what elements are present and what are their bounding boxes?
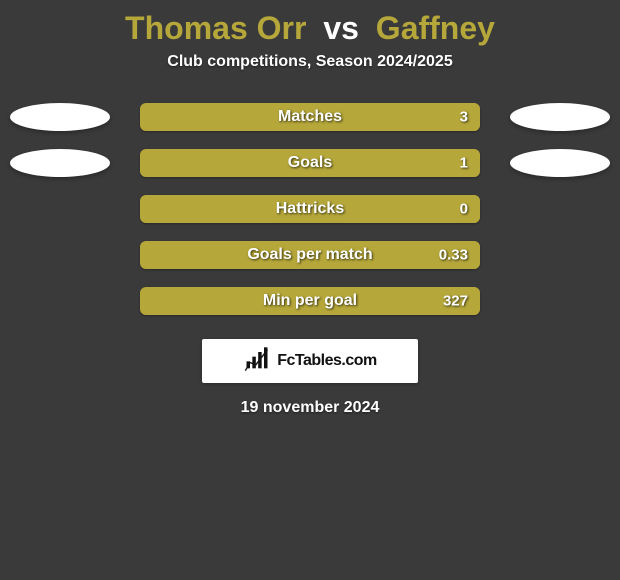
player1-ellipse bbox=[10, 149, 110, 177]
stat-row: Goals per match0.33 bbox=[0, 241, 620, 269]
stat-value-right: 1 bbox=[460, 155, 468, 172]
stat-bar: Goals1 bbox=[140, 149, 480, 177]
stat-bar: Min per goal327 bbox=[140, 287, 480, 315]
date-label: 19 november 2024 bbox=[0, 399, 620, 417]
stat-row: Min per goal327 bbox=[0, 287, 620, 315]
bar-left-fill bbox=[140, 241, 480, 269]
stat-value-right: 0 bbox=[460, 201, 468, 218]
vs-label: vs bbox=[323, 10, 359, 46]
player2-name: Gaffney bbox=[376, 10, 495, 46]
bar-left-fill bbox=[140, 195, 480, 223]
stat-row: Matches3 bbox=[0, 103, 620, 131]
brand-label: FcTables.com bbox=[277, 352, 377, 370]
stat-row: Goals1 bbox=[0, 149, 620, 177]
stat-value-right: 327 bbox=[443, 293, 468, 310]
player2-ellipse bbox=[510, 149, 610, 177]
brand-badge: FcTables.com bbox=[202, 339, 418, 383]
stat-value-right: 0.33 bbox=[439, 247, 468, 264]
stat-bar: Matches3 bbox=[140, 103, 480, 131]
comparison-title: Thomas Orr vs Gaffney bbox=[0, 0, 620, 53]
player1-name: Thomas Orr bbox=[125, 10, 306, 46]
stat-row: Hattricks0 bbox=[0, 195, 620, 223]
stat-value-right: 3 bbox=[460, 109, 468, 126]
bar-left-fill bbox=[140, 287, 480, 315]
subtitle: Club competitions, Season 2024/2025 bbox=[0, 53, 620, 71]
stat-bar: Goals per match0.33 bbox=[140, 241, 480, 269]
bar-left-fill bbox=[140, 103, 480, 131]
player2-ellipse bbox=[510, 103, 610, 131]
player1-ellipse bbox=[10, 103, 110, 131]
bar-left-fill bbox=[140, 149, 480, 177]
stat-bar: Hattricks0 bbox=[140, 195, 480, 223]
bar-chart-icon bbox=[243, 345, 271, 378]
stat-rows: Matches3 Goals1 Hattricks0 Goals per match0… bbox=[0, 103, 620, 315]
